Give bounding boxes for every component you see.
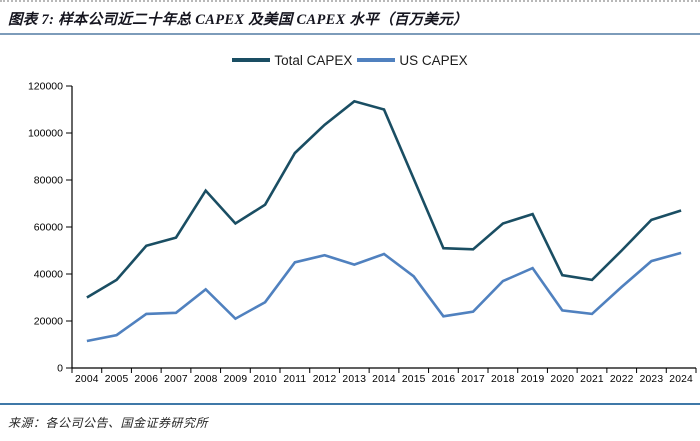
source-note: 来源：各公司公告、国金证券研究所 <box>8 416 209 430</box>
svg-text:2010: 2010 <box>253 374 277 385</box>
svg-text:2015: 2015 <box>402 374 426 385</box>
svg-text:60000: 60000 <box>34 222 63 234</box>
svg-text:2018: 2018 <box>491 374 515 385</box>
svg-text:2005: 2005 <box>105 374 129 385</box>
svg-text:2023: 2023 <box>640 374 664 385</box>
svg-text:2011: 2011 <box>283 374 306 385</box>
svg-text:2014: 2014 <box>372 374 396 385</box>
capex-line-chart-plot-area: 0 20000 40000 60000 80000 100000 120000 2004 200… <box>28 81 697 385</box>
chart-legend: Total CAPEX US CAPEX <box>0 50 700 70</box>
svg-text:40000: 40000 <box>34 269 63 281</box>
svg-text:100000: 100000 <box>28 128 63 140</box>
svg-text:0: 0 <box>57 363 63 375</box>
svg-text:2009: 2009 <box>224 374 248 385</box>
bottom-divider <box>0 403 700 405</box>
svg-text:2024: 2024 <box>669 374 693 385</box>
legend-label-us-capex: US CAPEX <box>399 52 468 68</box>
svg-text:2006: 2006 <box>134 374 158 385</box>
svg-text:2016: 2016 <box>432 374 456 385</box>
svg-text:2004: 2004 <box>75 374 99 385</box>
title-divider <box>0 33 700 35</box>
legend-swatch-us-capex <box>357 58 396 62</box>
svg-text:120000: 120000 <box>28 81 63 93</box>
svg-text:2013: 2013 <box>342 374 366 385</box>
svg-text:2008: 2008 <box>194 374 218 385</box>
legend-label-total-capex: Total CAPEX <box>274 52 353 68</box>
svg-text:2007: 2007 <box>164 374 188 385</box>
svg-text:2020: 2020 <box>550 374 574 385</box>
legend-entry-total-capex: Total CAPEX <box>232 53 352 68</box>
top-dotted-border <box>0 0 700 2</box>
svg-text:2022: 2022 <box>610 374 634 385</box>
svg-text:2019: 2019 <box>521 374 545 385</box>
legend-swatch-total-capex <box>232 58 271 62</box>
svg-text:2017: 2017 <box>461 374 485 385</box>
legend-entry-us-capex: US CAPEX <box>357 52 468 68</box>
svg-text:2012: 2012 <box>313 374 337 385</box>
svg-text:20000: 20000 <box>34 316 63 328</box>
figure-title: 图表 7: 样本公司近二十年总 CAPEX 及美国 CAPEX 水平（百万美元） <box>8 12 468 28</box>
svg-text:80000: 80000 <box>34 175 63 187</box>
svg-text:2021: 2021 <box>580 374 604 385</box>
